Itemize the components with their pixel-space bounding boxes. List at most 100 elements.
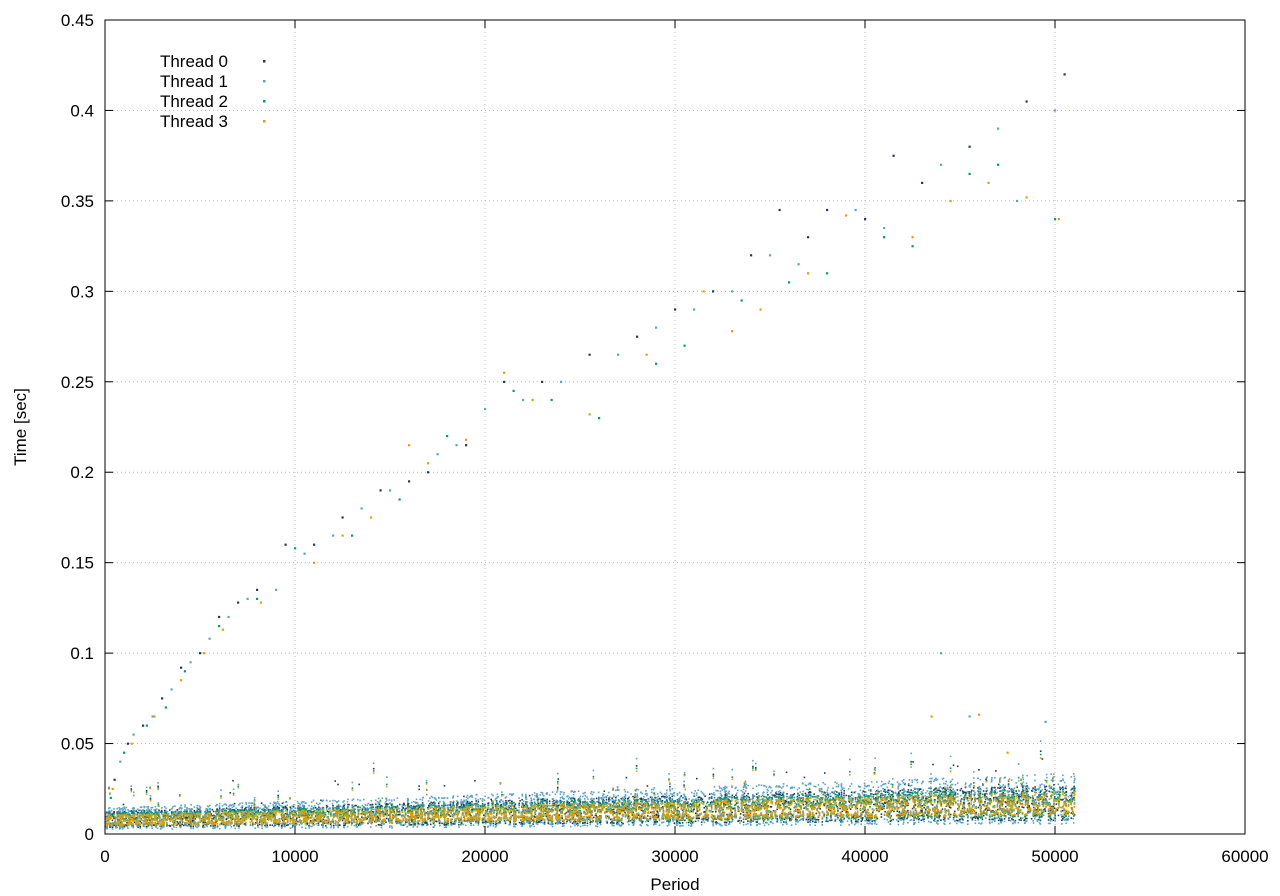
data-point [648, 804, 650, 807]
data-point [611, 797, 613, 799]
data-point [188, 824, 191, 826]
data-point [1018, 812, 1020, 814]
data-point [949, 822, 951, 825]
data-point [793, 800, 795, 802]
data-point [655, 821, 657, 823]
data-point [475, 820, 477, 823]
data-point [231, 818, 234, 821]
data-point [962, 792, 964, 795]
data-point [843, 792, 845, 795]
data-point [826, 789, 829, 791]
data-point [654, 799, 656, 802]
data-point [449, 803, 452, 805]
data-point [1062, 786, 1064, 788]
data-point [227, 823, 229, 825]
data-point [696, 817, 699, 820]
data-point [776, 808, 778, 811]
data-point [656, 810, 658, 812]
data-point [348, 803, 350, 806]
data-point [298, 809, 300, 812]
data-point [132, 810, 135, 812]
data-point [1002, 791, 1004, 794]
data-point [971, 789, 973, 792]
data-point [653, 821, 656, 823]
data-point [911, 781, 914, 783]
data-point [317, 822, 320, 825]
data-point [347, 821, 350, 824]
data-point [402, 824, 405, 826]
data-point [325, 826, 328, 829]
data-point [562, 797, 564, 799]
data-point [310, 810, 312, 813]
data-point [724, 791, 726, 794]
data-point [819, 790, 821, 793]
data-point [395, 820, 397, 823]
data-point [911, 807, 914, 810]
data-point [214, 815, 217, 817]
data-point [743, 784, 746, 787]
data-point [1072, 773, 1075, 775]
data-point [387, 818, 390, 820]
data-point [354, 804, 356, 807]
data-point [213, 827, 215, 830]
data-point [884, 810, 886, 813]
data-point [550, 805, 552, 807]
outlier-point [1063, 73, 1066, 76]
data-point [284, 805, 287, 808]
data-point [133, 794, 135, 797]
data-point [355, 824, 358, 826]
data-point [979, 803, 981, 806]
data-point [292, 825, 294, 827]
data-point [359, 799, 361, 802]
data-point [785, 771, 788, 774]
data-point [240, 818, 242, 820]
data-point [629, 820, 631, 822]
data-point [147, 806, 150, 808]
data-point [377, 824, 380, 826]
data-point [697, 796, 700, 799]
data-point [916, 818, 918, 820]
data-point [453, 812, 455, 814]
data-point [1034, 799, 1037, 801]
data-point [886, 797, 889, 800]
data-point [238, 804, 240, 806]
data-point [948, 806, 951, 808]
data-point [817, 784, 820, 786]
data-point [1023, 819, 1026, 821]
data-point [954, 820, 957, 822]
data-point [626, 821, 629, 823]
data-point [733, 797, 736, 799]
data-point [628, 823, 630, 826]
data-point [941, 797, 944, 799]
data-point [319, 802, 321, 805]
data-point [812, 800, 815, 803]
data-point [779, 790, 781, 792]
data-point [565, 811, 568, 814]
data-point [223, 823, 225, 826]
data-point [807, 795, 810, 798]
data-point [256, 818, 258, 821]
data-point [870, 793, 872, 795]
data-point [1074, 787, 1076, 789]
data-point [388, 820, 390, 822]
data-point [139, 825, 142, 828]
outlier-point [750, 254, 753, 257]
data-point [820, 788, 823, 791]
data-point [888, 789, 891, 792]
outlier-point [237, 601, 240, 604]
data-point [1031, 790, 1034, 792]
data-point [572, 793, 575, 796]
data-point [663, 795, 665, 798]
data-point [902, 782, 905, 784]
data-point [347, 803, 349, 806]
data-point [958, 820, 961, 822]
data-point [990, 787, 993, 790]
data-point [421, 822, 424, 824]
data-point [719, 787, 721, 789]
data-point [812, 820, 814, 823]
data-point [545, 812, 547, 815]
data-point [443, 797, 446, 799]
data-point [454, 823, 456, 825]
data-point [128, 810, 130, 812]
data-point [642, 817, 645, 819]
